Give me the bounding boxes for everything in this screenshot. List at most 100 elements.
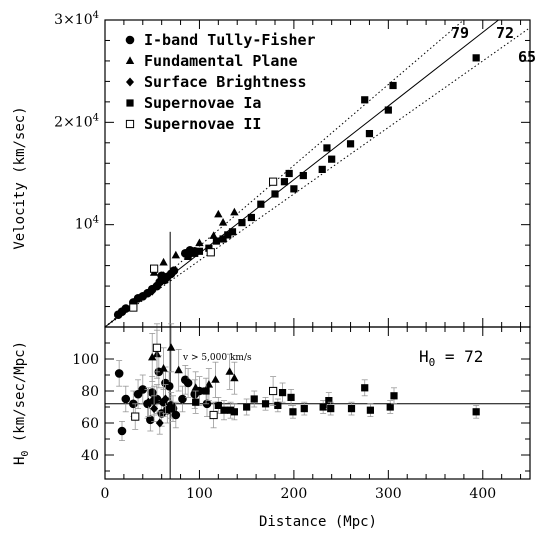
h0-point-square — [192, 398, 200, 406]
data-point-square — [384, 106, 392, 114]
h0-point-circle — [171, 410, 181, 420]
x-tick-label: 300 — [375, 486, 402, 502]
h0-point-square — [289, 408, 297, 416]
h0-point-square — [319, 403, 327, 411]
x-tick-label: 100 — [186, 486, 213, 502]
h0-point-circle — [183, 378, 193, 388]
h0-point-square — [347, 405, 356, 413]
h0-point-circle — [164, 381, 174, 391]
h0-point-square — [227, 406, 235, 414]
y-tick-label: 3×104 — [54, 10, 99, 28]
data-point-square — [299, 171, 307, 180]
h0-point-square — [230, 408, 238, 416]
data-point-open-square — [129, 303, 138, 312]
y-tick-label: 60 — [81, 416, 99, 432]
h0-point-open-square — [152, 343, 162, 352]
h0-point-square — [327, 405, 335, 413]
data-point-square — [328, 155, 336, 163]
data-point-square — [219, 235, 227, 243]
h0-point-square — [243, 403, 251, 411]
data-point-triangle — [209, 231, 218, 239]
data-point-diamond — [152, 280, 161, 290]
h0-point-square — [220, 406, 228, 414]
data-point-square — [280, 178, 289, 186]
legend-label: Surface Brightness — [144, 73, 307, 91]
h0-point-square — [202, 387, 210, 395]
data-point-square — [257, 200, 265, 208]
data-point-triangle — [159, 257, 168, 266]
legend-marker-circle — [125, 35, 135, 45]
h0-point-circle — [138, 385, 148, 394]
y-tick-label: 100 — [72, 352, 99, 368]
h0-point-diamond — [144, 397, 153, 407]
h0-point-open-square — [209, 410, 218, 420]
legend-marker-square — [126, 99, 134, 107]
data-point-circle — [121, 304, 131, 313]
h0-point-diamond — [155, 418, 164, 428]
data-point-square — [318, 165, 326, 174]
legend-label: I-band Tully-Fisher — [144, 31, 316, 49]
data-point-square — [389, 81, 397, 90]
data-point-circle — [169, 266, 179, 276]
y-tick-label: 2×104 — [54, 112, 99, 130]
data-point-square — [184, 252, 192, 260]
h0-point-square — [261, 400, 270, 408]
h0-point-triangle — [174, 365, 183, 374]
h0-point-square — [366, 406, 374, 414]
data-point-triangle — [195, 238, 204, 247]
h0-value-label: H0 = 72 — [419, 347, 483, 369]
h0-point-square — [287, 393, 295, 401]
h0-point-square — [472, 408, 480, 416]
data-point-square — [212, 237, 221, 245]
y-tick-label: 104 — [75, 215, 99, 233]
h0-point-triangle — [204, 380, 214, 388]
h0-point-diamond — [161, 394, 170, 404]
h0-point-circle — [117, 426, 127, 436]
data-point-square — [228, 228, 237, 236]
data-point-triangle — [218, 218, 228, 226]
hubble-constant-panel: 0 100 200 300 400 40 60 80 100 v > 5,000 km/s H0… — [12, 323, 531, 530]
y-tick-label: 40 — [81, 448, 99, 464]
data-point-square — [346, 140, 355, 148]
velocity-distance-panel: 104 2×104 3×104 I-band Tully-Fisher Fundame… — [12, 10, 536, 328]
h0-point-open-square — [269, 386, 278, 396]
y-axis-label-h0: H0 (km/sec/Mpc) — [12, 341, 31, 465]
h0-point-square — [300, 405, 308, 413]
hubble-line-65 — [104, 27, 531, 328]
h0-point-square — [250, 395, 258, 403]
data-point-square — [290, 185, 298, 193]
data-point-open-square — [269, 177, 278, 186]
velocity-cut-annotation: v > 5,000 km/s — [182, 353, 252, 363]
data-point-square — [361, 96, 369, 104]
legend: I-band Tully-Fisher Fundamental Plane Surf… — [125, 31, 316, 133]
legend-label: Fundamental Plane — [144, 52, 298, 70]
legend-marker-triangle — [125, 56, 135, 64]
legend-marker-diamond — [126, 77, 134, 87]
data-point-triangle — [214, 209, 223, 218]
h0-point-diamond — [150, 404, 159, 414]
line-label-72: 72 — [496, 24, 514, 42]
h0-point-triangle — [166, 343, 176, 351]
h0-point-triangle — [159, 364, 168, 372]
y-tick-label: 80 — [81, 384, 99, 400]
hubble-line-79 — [104, 19, 464, 328]
data-point-diamond — [148, 286, 157, 296]
data-point-square — [472, 54, 480, 62]
data-point-square — [247, 213, 255, 222]
line-label-65: 65 — [518, 48, 536, 66]
data-point-square — [285, 169, 293, 178]
h0-point-circle — [152, 394, 162, 404]
data-point-open-square — [206, 248, 215, 257]
data-point-open-square — [150, 264, 159, 273]
data-point-square — [224, 231, 232, 239]
h0-point-open-square — [131, 412, 140, 421]
legend-label: Supernovae II — [144, 115, 261, 133]
data-point-diamond — [116, 309, 125, 319]
h0-point-circle — [178, 394, 187, 404]
data-point-triangle — [171, 250, 181, 259]
h0-point-square — [278, 389, 287, 397]
y-axis-label-velocity: Velocity (km/sec) — [12, 106, 28, 249]
h0-point-circle — [168, 404, 178, 413]
legend-marker-open-square — [125, 119, 135, 129]
x-tick-label: 200 — [281, 486, 308, 502]
